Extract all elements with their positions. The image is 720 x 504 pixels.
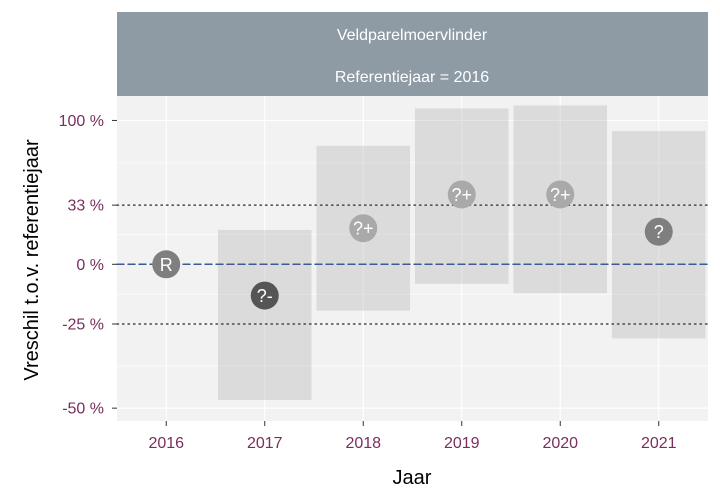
point-2021	[644, 217, 673, 246]
y-axis: 100 % 33 % 0 % -25 % -50 %	[59, 113, 117, 418]
point-2019	[447, 180, 476, 209]
point-2018	[349, 214, 378, 243]
strip-subtitle: Referentiejaar = 2016	[335, 69, 489, 86]
x-tick-label: 2017	[247, 435, 283, 452]
interval-2017	[217, 229, 312, 401]
y-tick-label: -25 %	[62, 317, 104, 334]
point-2016	[152, 250, 181, 279]
x-axis-title: Jaar	[393, 467, 432, 489]
x-axis: 2016 2017 2018 2019 2020 2021	[148, 421, 677, 452]
x-tick-label: 2018	[345, 435, 381, 452]
plot-panel	[117, 96, 708, 421]
point-label-2021: ?	[654, 222, 664, 242]
x-tick-label: 2021	[641, 435, 677, 452]
y-tick-label: 0 %	[76, 257, 104, 274]
point-2017	[250, 281, 279, 310]
point-label-2020: ?+	[550, 185, 571, 205]
confidence-intervals	[217, 105, 706, 401]
reference-lines	[116, 204, 709, 325]
point-label-2018: ?+	[353, 219, 374, 239]
y-axis-title: Vreschil t.o.v. referentiejaar	[21, 139, 43, 381]
point-label-2017: ?-	[257, 286, 273, 306]
point-label-2016: R	[160, 255, 173, 275]
x-tick-label: 2019	[444, 435, 480, 452]
y-tick-label: -50 %	[62, 401, 104, 418]
major-gridlines	[117, 96, 708, 421]
strip-background	[117, 12, 708, 96]
strip-title: Veldparelmoervlinder	[337, 27, 488, 44]
estimate-points: R ?- ?+ ?+ ?+?	[152, 180, 673, 310]
x-tick-label: 2020	[542, 435, 578, 452]
y-tick-label: 33 %	[68, 198, 104, 215]
point-2020	[546, 180, 575, 209]
x-tick-label: 2016	[148, 435, 184, 452]
y-tick-label: 100 %	[59, 113, 104, 130]
minor-gridlines	[117, 162, 708, 367]
point-label-2019: ?+	[451, 185, 472, 205]
